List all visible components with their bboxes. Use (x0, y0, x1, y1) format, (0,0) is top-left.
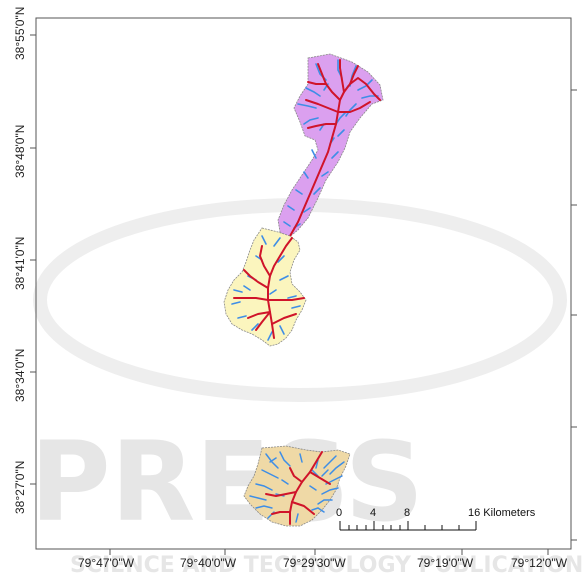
lat-label-2: 38°48'0"N (13, 125, 27, 178)
south-main-streams (265, 451, 331, 525)
middle-watershed (223, 227, 307, 347)
scale-label-0: 0 (336, 507, 342, 519)
lat-label-4: 38°34'0"N (13, 349, 27, 402)
lon-label-2: 79°40'0"W (180, 556, 237, 570)
watermark-subtext: SCIENCE AND TECHNOLOGY PUBLICATIONS (70, 553, 583, 575)
longitude-labels: 79°47'0"W 79°40'0"W 79°29'30"W 79°19'0"W… (78, 556, 568, 570)
south-watershed-area (243, 445, 351, 527)
lat-label-3: 38°41'0"N (13, 237, 27, 290)
frame-ticks (30, 34, 577, 555)
lat-label-1: 38°55'0"N (13, 7, 27, 60)
lon-label-5: 79°12'0"W (511, 556, 568, 570)
lat-label-5: 38°27'0"N (13, 461, 27, 514)
scale-label-16-km: 16 Kilometers (468, 507, 536, 519)
north-watershed (277, 53, 384, 239)
map-frame (35, 17, 572, 550)
north-main-streams (289, 59, 381, 237)
lon-label-3: 79°29'30"W (283, 556, 346, 570)
south-tributaries (249, 451, 345, 523)
watermark-text: PRESS (30, 418, 424, 546)
watermark: PRESS SCIENCE AND TECHNOLOGY PUBLICATION… (30, 198, 583, 575)
middle-main-streams (233, 237, 305, 339)
lon-label-1: 79°47'0"W (78, 556, 135, 570)
lon-label-4: 79°19'0"W (417, 556, 474, 570)
scale-label-8: 8 (404, 507, 410, 519)
south-watershed (243, 445, 351, 527)
latitude-labels: 38°55'0"N 38°48'0"N 38°41'0"N 38°34'0"N … (13, 7, 27, 514)
scale-label-4: 4 (370, 507, 376, 519)
scale-bar: 0 4 8 16 Kilometers (336, 507, 536, 531)
